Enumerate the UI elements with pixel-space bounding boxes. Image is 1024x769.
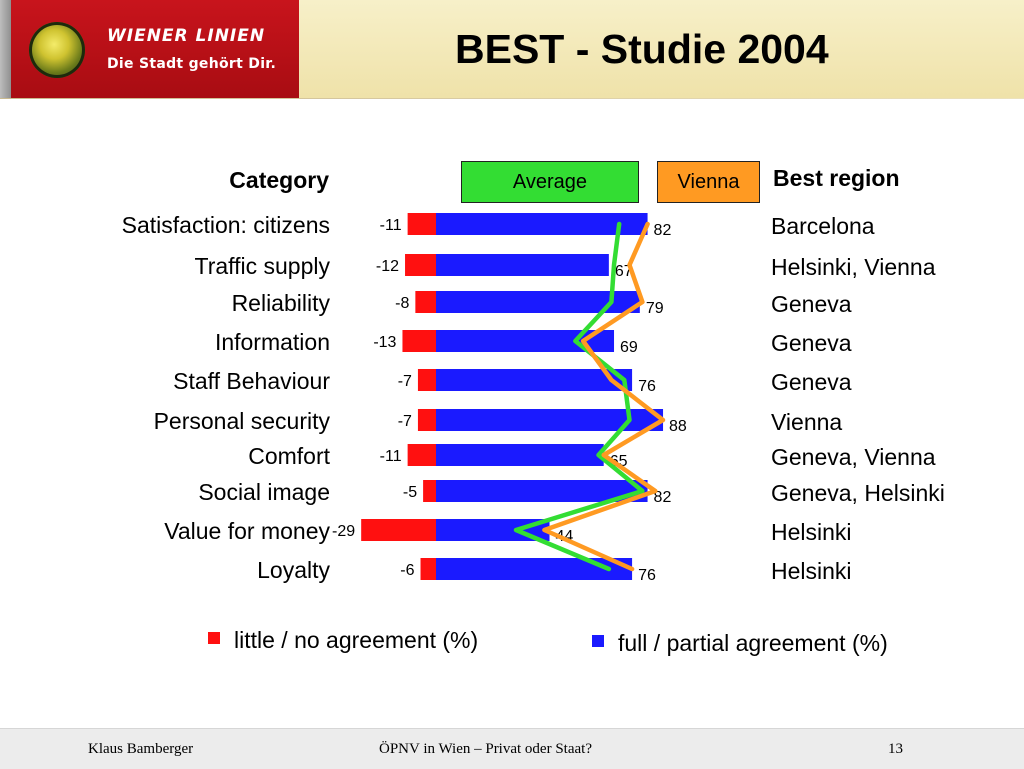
category-label: Personal security (154, 408, 331, 434)
category-label: Satisfaction: citizens (122, 212, 330, 238)
footer-topic: ÖPNV in Wien – Privat oder Staat? (379, 741, 592, 757)
positive-bar (436, 480, 648, 502)
legend-positive-swatch (592, 635, 604, 647)
legend-little-agreement: little / no agreement (%) (208, 627, 478, 654)
negative-bar (407, 213, 436, 235)
best-region-label: Geneva (771, 330, 852, 356)
positive-bar (436, 409, 664, 431)
positive-value-label: 82 (654, 222, 672, 239)
best-region-label: Helsinki, Vienna (771, 254, 936, 280)
footer: Klaus Bamberger ÖPNV in Wien – Privat od… (0, 728, 1024, 769)
legend-negative-swatch (208, 632, 220, 644)
negative-value-label: -11 (380, 448, 402, 465)
positive-bar (436, 254, 609, 276)
category-column-header: Category (229, 167, 329, 193)
category-label: Social image (198, 479, 330, 505)
category-label: Comfort (248, 443, 330, 469)
positive-value-label: 69 (620, 339, 638, 356)
best-region-column-header: Best region (773, 165, 900, 191)
negative-value-label: -12 (376, 258, 399, 275)
positive-value-label: 79 (646, 300, 664, 317)
category-label: Reliability (232, 290, 331, 316)
average-line (513, 221, 645, 572)
negative-value-label: -13 (373, 334, 396, 351)
negative-bar (415, 291, 436, 313)
negative-bar (407, 444, 436, 466)
positive-bar (436, 291, 640, 313)
category-label: Traffic supply (195, 253, 331, 279)
negative-bar (417, 409, 436, 431)
best-region-label: Helsinki (771, 558, 852, 584)
negative-value-label: -8 (395, 295, 409, 312)
brand-logo-block: WIENER LINIEN Die Stadt gehört Dir. (11, 0, 299, 98)
positive-bar (436, 558, 633, 580)
page-number: 13 (888, 741, 903, 757)
negative-value-label: -7 (398, 373, 412, 390)
legend-average: Average (461, 161, 639, 203)
positive-value-label: 76 (638, 378, 656, 395)
negative-bar (423, 480, 436, 502)
negative-bar (420, 558, 436, 580)
brand-emblem-icon (29, 22, 85, 78)
negative-value-label: -29 (332, 523, 355, 540)
positive-value-label: 76 (638, 567, 656, 584)
positive-bar (436, 444, 604, 466)
best-region-label: Geneva (771, 369, 852, 395)
positive-bar (436, 213, 648, 235)
page-title: BEST - Studie 2004 (455, 26, 829, 72)
legend-positive-label: full / partial agreement (%) (618, 630, 888, 656)
negative-value-label: -5 (403, 484, 417, 501)
negative-bar (405, 254, 436, 276)
negative-bar (402, 330, 436, 352)
brand-slogan: Die Stadt gehört Dir. (107, 56, 277, 72)
negative-value-label: -11 (380, 217, 402, 234)
best-region-label: Vienna (771, 409, 842, 435)
best-region-label: Barcelona (771, 213, 875, 239)
brand-wordmark: WIENER LINIEN (107, 26, 266, 46)
best-region-label: Geneva (771, 291, 852, 317)
positive-value-label: 82 (654, 489, 672, 506)
vienna-line (542, 221, 666, 572)
category-label: Value for money (164, 518, 330, 544)
positive-bar (436, 519, 550, 541)
positive-value-label: 88 (669, 418, 687, 435)
positive-bar (436, 369, 633, 391)
negative-bar (417, 369, 436, 391)
footer-author: Klaus Bamberger (88, 741, 194, 757)
category-label: Information (215, 329, 330, 355)
legend-full-agreement: full / partial agreement (%) (592, 630, 888, 657)
positive-bar (436, 330, 615, 352)
best-region-label: Geneva, Helsinki (771, 480, 945, 506)
negative-value-label: -6 (400, 562, 414, 579)
negative-value-label: -7 (398, 413, 412, 430)
category-label: Staff Behaviour (173, 368, 330, 394)
legend-negative-label: little / no agreement (%) (234, 627, 479, 653)
category-label: Loyalty (257, 557, 330, 583)
header-divider (0, 98, 1024, 99)
left-accent-strip (0, 0, 11, 98)
negative-bar (361, 519, 436, 541)
best-region-label: Geneva, Vienna (771, 444, 936, 470)
best-region-label: Helsinki (771, 519, 852, 545)
legend-vienna: Vienna (657, 161, 760, 203)
